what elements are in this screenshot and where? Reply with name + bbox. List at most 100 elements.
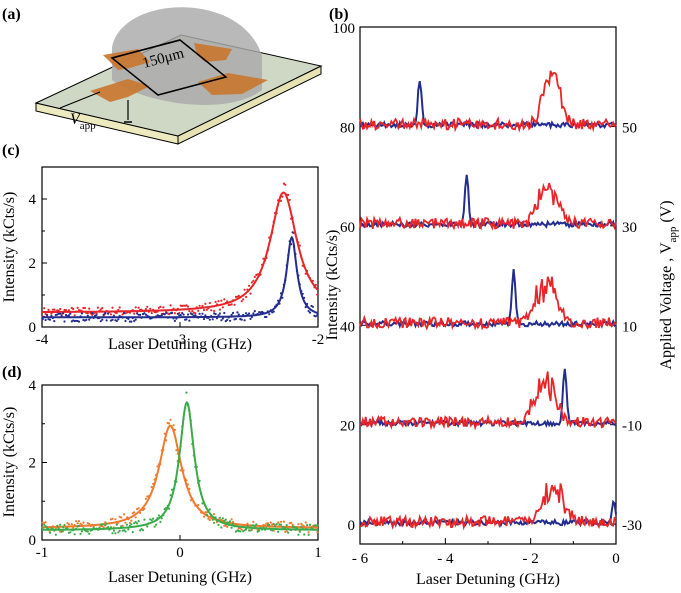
orange-data-point xyxy=(205,511,208,514)
blue-data-point xyxy=(202,317,206,321)
right-tick-label-b: 50 xyxy=(622,120,637,136)
red-data-point xyxy=(230,303,233,306)
blue-data-point xyxy=(230,313,233,316)
x-tick-label-d: 1 xyxy=(314,545,322,561)
green-data-point xyxy=(160,517,163,520)
red-data-point xyxy=(205,308,208,311)
red-data-point xyxy=(109,313,113,316)
green-data-point xyxy=(316,524,319,527)
blue-data-point xyxy=(64,313,68,317)
orange-data-point xyxy=(226,525,229,529)
green-data-point xyxy=(255,523,258,526)
red-data-point xyxy=(242,298,245,301)
y-tick-label-d: 0 xyxy=(29,533,37,549)
green-data-point xyxy=(239,530,242,533)
red-data-point xyxy=(194,312,197,315)
red-data-point xyxy=(185,304,188,307)
blue-data-point xyxy=(307,310,310,313)
blue-data-point xyxy=(291,231,294,234)
red-data-point xyxy=(146,305,149,308)
plot-frame-c xyxy=(41,166,319,328)
blue-data-point xyxy=(211,318,214,321)
green-data-point xyxy=(168,507,171,510)
blue-data-point xyxy=(62,312,65,315)
green-data-point xyxy=(152,517,155,520)
green-data-point xyxy=(274,525,277,528)
blue-data-point xyxy=(67,314,70,317)
green-data-point xyxy=(306,524,309,527)
orange-data-point xyxy=(316,531,319,534)
green-data-point xyxy=(279,523,283,526)
red-data-point xyxy=(221,306,224,309)
y-tick-label-b: 60 xyxy=(340,220,355,236)
green-data-point xyxy=(310,526,313,530)
green-data-point xyxy=(139,529,142,532)
orange-data-point xyxy=(172,424,175,427)
orange-data-point xyxy=(137,507,140,510)
blue-data-point xyxy=(165,311,168,314)
green-data-point xyxy=(211,518,214,521)
orange-data-point xyxy=(252,520,255,524)
orange-data-point xyxy=(114,518,117,521)
red-data-point xyxy=(240,300,243,303)
blue-data-point xyxy=(245,312,248,315)
y-tick-label-d: 2 xyxy=(29,456,37,472)
red-trace xyxy=(359,276,617,331)
blue-data-point xyxy=(185,318,188,321)
blue-data-point xyxy=(102,313,105,316)
green-data-point xyxy=(111,532,114,535)
y-tick-label-d: 4 xyxy=(29,378,37,394)
orange-data-point xyxy=(207,517,210,520)
green-data-point xyxy=(297,533,300,536)
red-data-point xyxy=(137,306,140,309)
orange-data-point xyxy=(215,521,219,524)
red-data-point xyxy=(101,307,104,310)
red-trace xyxy=(359,483,617,531)
y-tick-label-c: 2 xyxy=(29,256,37,272)
green-data-point xyxy=(258,529,261,532)
orange-data-point xyxy=(285,530,288,533)
right-tick-label-b: 30 xyxy=(622,220,637,236)
green-data-point xyxy=(88,532,91,535)
blue-data-point xyxy=(194,314,197,317)
green-data-point xyxy=(48,531,52,534)
red-data-point xyxy=(144,308,147,311)
red-data-point xyxy=(64,309,68,312)
right-tick-label-b: -10 xyxy=(622,419,642,435)
red-data-point xyxy=(237,294,240,297)
green-fit-line xyxy=(42,400,318,531)
y-axis-label-c: Intensity (kCts/s) xyxy=(1,192,18,303)
red-data-point xyxy=(121,313,124,316)
green-data-point xyxy=(136,522,139,525)
electrode-bottom-right xyxy=(198,73,268,95)
red-data-point xyxy=(118,306,121,309)
orange-data-point xyxy=(240,528,243,531)
orange-data-point xyxy=(290,521,293,524)
green-data-point xyxy=(131,531,134,534)
green-data-point xyxy=(150,519,153,522)
blue-data-point xyxy=(268,313,271,316)
green-data-point xyxy=(159,520,162,524)
blue-data-point xyxy=(179,314,182,317)
blue-data-point xyxy=(117,318,120,321)
blue-data-point xyxy=(134,318,137,321)
green-data-point xyxy=(229,520,232,523)
green-data-point xyxy=(157,514,160,517)
blue-data-point xyxy=(136,312,139,315)
red-data-point xyxy=(218,308,221,311)
red-data-point xyxy=(250,281,253,284)
red-data-point xyxy=(96,306,99,309)
green-data-point xyxy=(272,522,275,526)
orange-data-point xyxy=(300,522,303,526)
red-data-point xyxy=(73,314,76,317)
orange-data-point xyxy=(230,518,233,521)
red-data-point xyxy=(173,312,176,315)
blue-data-point xyxy=(221,317,224,320)
green-data-point xyxy=(125,523,129,526)
blue-data-point xyxy=(311,305,314,308)
red-data-point xyxy=(162,306,165,309)
green-data-point xyxy=(104,524,107,527)
green-data-point xyxy=(227,521,230,524)
orange-data-point xyxy=(133,511,136,514)
red-data-point xyxy=(204,302,207,305)
